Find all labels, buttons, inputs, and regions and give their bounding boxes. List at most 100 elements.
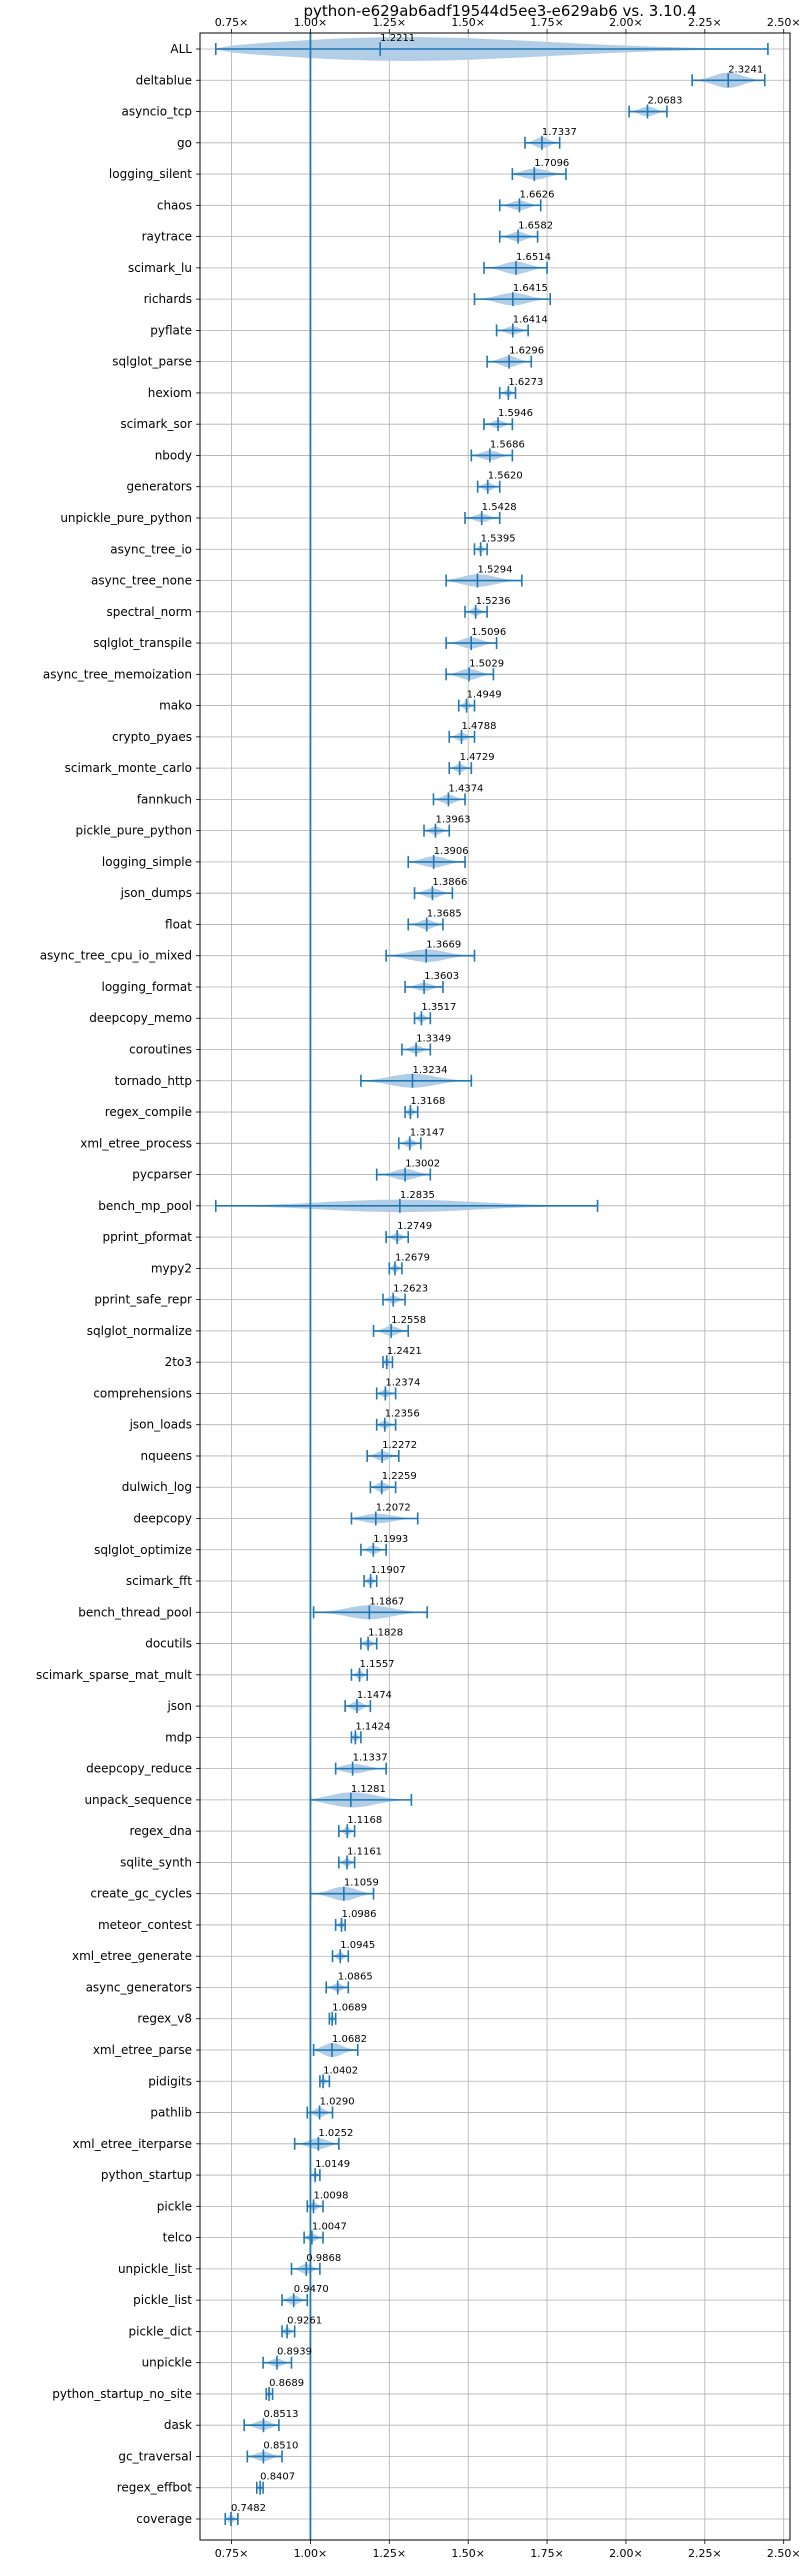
mean-value-label: 1.1161 [347,1846,382,1857]
y-tick-label: pprint_pformat [103,1230,193,1244]
mean-value-label: 1.5428 [482,502,517,513]
y-tick-label: fannkuch [137,792,192,806]
mean-value-label: 1.2623 [393,1284,428,1295]
y-tick-label: richards [144,292,192,306]
value-labels: 1.2211 2.3241 2.0683 1.7337 1.7096 1.6626 1.65… [231,33,763,2514]
mean-value-label: 1.5395 [481,533,516,544]
y-tick-label: async_tree_io [110,542,192,556]
mean-value-label: 1.2072 [376,1502,411,1513]
mean-value-label: 1.3685 [427,908,462,919]
mean-value-label: 1.0290 [320,2097,355,2108]
mean-value-label: 1.7337 [542,127,577,138]
y-tick-label: pidigits [148,2074,192,2088]
y-tick-label: sqlglot_optimize [94,1543,192,1557]
y-tick-label: asyncio_tcp [121,105,192,119]
y-tick-label: pickle [157,2199,192,2213]
mean-value-label: 1.1907 [371,1565,406,1576]
y-tick-label: docutils [145,1637,192,1651]
x-tick-label-top: 2.00× [609,16,643,29]
y-tick-label: nbody [155,448,192,462]
y-tick-label: pickle_pure_python [76,824,192,838]
mean-value-label: 0.8689 [269,2378,304,2389]
y-tick-label: python_startup_no_site [52,2387,192,2401]
mean-value-label: 0.8939 [277,2347,312,2358]
mean-value-label: 1.2272 [382,1440,417,1451]
mean-value-label: 1.1867 [369,1596,404,1607]
y-tick-label: sqlite_synth [120,1855,192,1869]
y-tick-label: regex_compile [105,1105,192,1119]
y-tick-label: go [177,136,192,150]
y-tick-label: regex_v8 [137,2012,192,2026]
y-tick-label: pycparser [132,1168,192,1182]
mean-value-label: 1.0402 [323,2065,358,2076]
mean-value-label: 1.5236 [476,596,511,607]
chart-title: python-e629ab6adf19544d5ee3-e629ab6 vs. … [303,2,696,20]
y-tick-label: chaos [157,198,192,212]
y-tick-label: xml_etree_generate [72,1949,192,1963]
y-tick-label: sqlglot_normalize [87,1324,192,1338]
mean-value-label: 1.2259 [382,1471,417,1482]
y-tick-label: create_gc_cycles [90,1887,192,1901]
mean-value-label: 1.7096 [534,158,569,169]
y-tick-label: coroutines [129,1043,192,1057]
y-tick-label: unpickle [142,2356,192,2370]
mean-value-label: 1.1424 [355,1721,390,1732]
x-tick-label-top: 2.50× [767,16,800,29]
y-tick-label: crypto_pyaes [112,730,192,744]
x-axis-labels: 0.75× 0.75× 1.00× 1.00× 1.25× 1.25× 1.50× 1.50×… [215,16,800,2560]
mean-value-label: 1.4374 [448,783,483,794]
mean-value-label: 1.1168 [347,1815,382,1826]
y-tick-label: mako [159,699,192,713]
y-tick-label: bench_thread_pool [78,1605,192,1619]
mean-value-label: 1.0945 [340,1940,375,1951]
y-tick-label: scimark_monte_carlo [65,761,192,775]
mean-value-label: 1.5686 [490,439,525,450]
x-tick-label-bottom: 0.75× [215,2547,249,2560]
mean-value-label: 0.8510 [263,2440,298,2451]
y-tick-label: ALL [170,42,192,56]
mean-value-label: 1.2356 [385,1409,420,1420]
mean-value-label: 1.3002 [405,1159,440,1170]
x-tick-label-bottom: 2.50× [767,2547,800,2560]
mean-value-label: 1.6514 [516,252,551,263]
y-tick-label: scimark_sor [120,417,192,431]
mean-value-label: 1.2835 [400,1190,435,1201]
mean-value-label: 1.0098 [314,2190,349,2201]
y-tick-label: unpack_sequence [84,1793,192,1807]
mean-value-label: 1.6415 [513,283,548,294]
y-tick-label: pickle_list [133,2293,192,2307]
mean-value-label: 1.3517 [421,1002,456,1013]
x-tick-label-top: 1.50× [451,16,485,29]
y-tick-label: async_tree_cpu_io_mixed [40,949,192,963]
mean-value-label: 1.1828 [368,1628,403,1639]
mean-value-label: 2.0683 [647,96,682,107]
y-tick-label: bench_mp_pool [98,1199,192,1213]
x-tick-label-bottom: 1.00× [294,2547,328,2560]
x-tick-label-top: 1.75× [530,16,564,29]
y-tick-label: pickle_dict [129,2324,193,2338]
y-tick-label: raytrace [142,230,192,244]
x-tick-label-top: 0.75× [215,16,249,29]
mean-value-label: 0.7482 [231,2503,266,2514]
x-tick-label-bottom: 1.75× [530,2547,564,2560]
y-tick-label: mdp [165,1730,192,1744]
mean-value-label: 1.2749 [397,1221,432,1232]
mean-value-label: 1.3603 [424,971,459,982]
mean-value-label: 1.6273 [508,377,543,388]
y-tick-label: xml_etree_process [80,1136,192,1150]
y-tick-label: async_tree_none [91,574,192,588]
mean-value-label: 1.1337 [353,1753,388,1764]
y-tick-label: xml_etree_iterparse [72,2137,192,2151]
mean-value-label: 1.3906 [434,846,469,857]
mean-value-label: 1.0689 [332,2003,367,2014]
y-tick-label: unpickle_list [118,2262,192,2276]
x-tick-label-bottom: 1.50× [451,2547,485,2560]
mean-value-label: 0.9470 [294,2284,329,2295]
mean-value-label: 1.4788 [461,721,496,732]
y-tick-label: scimark_sparse_mat_mult [36,1668,192,1682]
y-tick-label: nqueens [141,1449,192,1463]
x-tick-label-bottom: 1.25× [372,2547,406,2560]
mean-value-label: 1.5294 [477,565,512,576]
mean-value-label: 1.0149 [315,2159,350,2170]
